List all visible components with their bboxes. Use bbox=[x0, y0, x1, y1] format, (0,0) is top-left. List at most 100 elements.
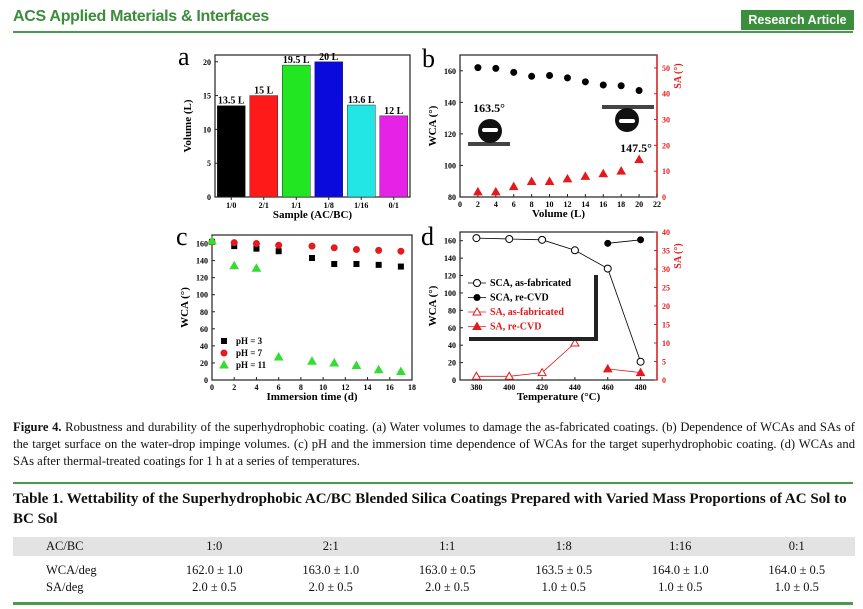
data-point bbox=[570, 337, 580, 347]
data-point bbox=[471, 371, 482, 380]
table-title: Table 1. Wettability of the Superhydroph… bbox=[13, 491, 847, 527]
panel-letter: b bbox=[422, 44, 435, 73]
caption-divider bbox=[13, 482, 853, 484]
x-tick-label: 8 bbox=[299, 383, 303, 392]
y-tick-label: 20 bbox=[448, 359, 456, 368]
table-header: 2:1 bbox=[272, 537, 389, 556]
substrate-left bbox=[468, 142, 510, 146]
contact-angle-label: 147.5° bbox=[620, 141, 652, 155]
bar bbox=[249, 95, 278, 198]
data-point bbox=[375, 261, 382, 268]
table-row: WCA/deg 162.0 ± 1.0 163.0 ± 1.0 163.0 ± … bbox=[13, 562, 855, 579]
bar bbox=[314, 61, 343, 198]
table-header: 1:0 bbox=[156, 537, 273, 556]
table-cell: 2.0 ± 0.5 bbox=[192, 580, 237, 594]
legend-marker bbox=[219, 359, 229, 369]
y2-tick-label: 10 bbox=[662, 339, 670, 348]
data-point bbox=[472, 234, 481, 243]
bar bbox=[347, 104, 376, 198]
legend-marker bbox=[220, 349, 228, 357]
data-point bbox=[353, 261, 360, 267]
y-tick-label: 5 bbox=[207, 159, 211, 168]
x-tick-label: 2 bbox=[476, 200, 480, 209]
data-point bbox=[329, 357, 340, 367]
y-tick-label: 120 bbox=[444, 272, 456, 281]
data-point bbox=[396, 366, 406, 375]
table-cell: 163.5 ± 0.5 bbox=[535, 563, 593, 577]
x-tick-label: 460 bbox=[602, 383, 614, 392]
bar-data-label: 13.5 L bbox=[218, 96, 245, 107]
data-point bbox=[275, 241, 283, 249]
table-row: SA/deg 2.0 ± 0.5 2.0 ± 0.5 2.0 ± 0.5 1.0… bbox=[13, 579, 855, 596]
y-tick-label: 160 bbox=[444, 237, 456, 246]
x-tick-label: 12 bbox=[563, 200, 571, 209]
x-tick-label: 0/1 bbox=[389, 201, 399, 210]
bar-data-label: 19.5 L bbox=[283, 55, 310, 66]
x-tick-label: 8 bbox=[530, 200, 534, 209]
y-tick-label: 0 bbox=[204, 376, 208, 385]
y-tick-label: 120 bbox=[196, 274, 208, 283]
bar bbox=[217, 105, 246, 198]
table-header-row: AC/BC 1:0 2:1 1:1 1:8 1:16 0:1 bbox=[13, 537, 855, 556]
x-tick-label: 14 bbox=[364, 383, 372, 392]
data-point bbox=[510, 68, 518, 76]
legend-label: pH = 7 bbox=[236, 348, 263, 358]
y-axis-label: WCA (°) bbox=[427, 285, 439, 326]
y-tick-label: 80 bbox=[200, 308, 208, 317]
legend-marker bbox=[221, 338, 227, 344]
x-tick-label: 1/0 bbox=[226, 201, 236, 210]
table-header: AC/BC bbox=[13, 537, 156, 556]
y2-tick-label: 40 bbox=[662, 228, 670, 237]
x-tick-label: 2/1 bbox=[259, 201, 269, 210]
data-point bbox=[352, 246, 360, 253]
x-tick-label: 22 bbox=[653, 200, 661, 209]
y2-tick-label: 5 bbox=[662, 358, 666, 367]
x-tick-label: 16 bbox=[386, 383, 394, 392]
panel-letter: d bbox=[421, 222, 434, 251]
x-tick-label: 420 bbox=[536, 383, 548, 392]
y-tick-label: 10 bbox=[203, 125, 211, 134]
y-tick-label: 100 bbox=[444, 161, 456, 170]
bar bbox=[379, 115, 408, 198]
y2-tick-label: 20 bbox=[662, 141, 670, 150]
series-line bbox=[476, 237, 641, 362]
data-point bbox=[599, 81, 607, 89]
y-tick-label: 0 bbox=[207, 193, 211, 202]
data-point bbox=[307, 356, 317, 365]
data-point bbox=[537, 367, 547, 377]
data-point bbox=[598, 168, 609, 178]
data-point bbox=[330, 244, 338, 252]
y-tick-label: 20 bbox=[203, 58, 211, 67]
data-point bbox=[273, 351, 284, 361]
caption-text: Robustness and durability of the superhy… bbox=[13, 420, 855, 468]
figure-caption: Figure 4. Robustness and durability of t… bbox=[13, 419, 855, 470]
data-point bbox=[229, 260, 240, 270]
data-point bbox=[207, 235, 217, 245]
caption-label: Figure 4. bbox=[13, 420, 62, 434]
y-tick-label: 120 bbox=[444, 130, 456, 139]
data-point bbox=[474, 64, 482, 72]
y2-axis-label: SA (°) bbox=[673, 243, 684, 268]
legend-label: pH = 3 bbox=[236, 336, 263, 346]
data-point bbox=[397, 247, 405, 255]
data-point bbox=[637, 236, 645, 244]
y-tick-label: 0 bbox=[452, 376, 456, 385]
y-tick-label: 40 bbox=[200, 342, 208, 351]
data-point bbox=[308, 242, 316, 250]
y-tick-label: 160 bbox=[444, 67, 456, 76]
y-tick-label: 40 bbox=[448, 341, 456, 350]
y-tick-label: 80 bbox=[448, 193, 456, 202]
bar-data-label: 20 L bbox=[319, 52, 339, 63]
x-tick-label: 1/16 bbox=[354, 201, 368, 210]
y-tick-label: 100 bbox=[444, 289, 456, 298]
data-point bbox=[580, 171, 591, 180]
x-tick-label: 4 bbox=[254, 383, 258, 392]
y-tick-label: 80 bbox=[448, 306, 456, 315]
data-point bbox=[616, 166, 627, 175]
plot-frame bbox=[211, 234, 413, 381]
y2-tick-label: 0 bbox=[662, 193, 666, 202]
table-header: 1:16 bbox=[622, 537, 739, 556]
data-point bbox=[602, 363, 613, 373]
y-axis-label: WCA (°) bbox=[427, 105, 439, 146]
